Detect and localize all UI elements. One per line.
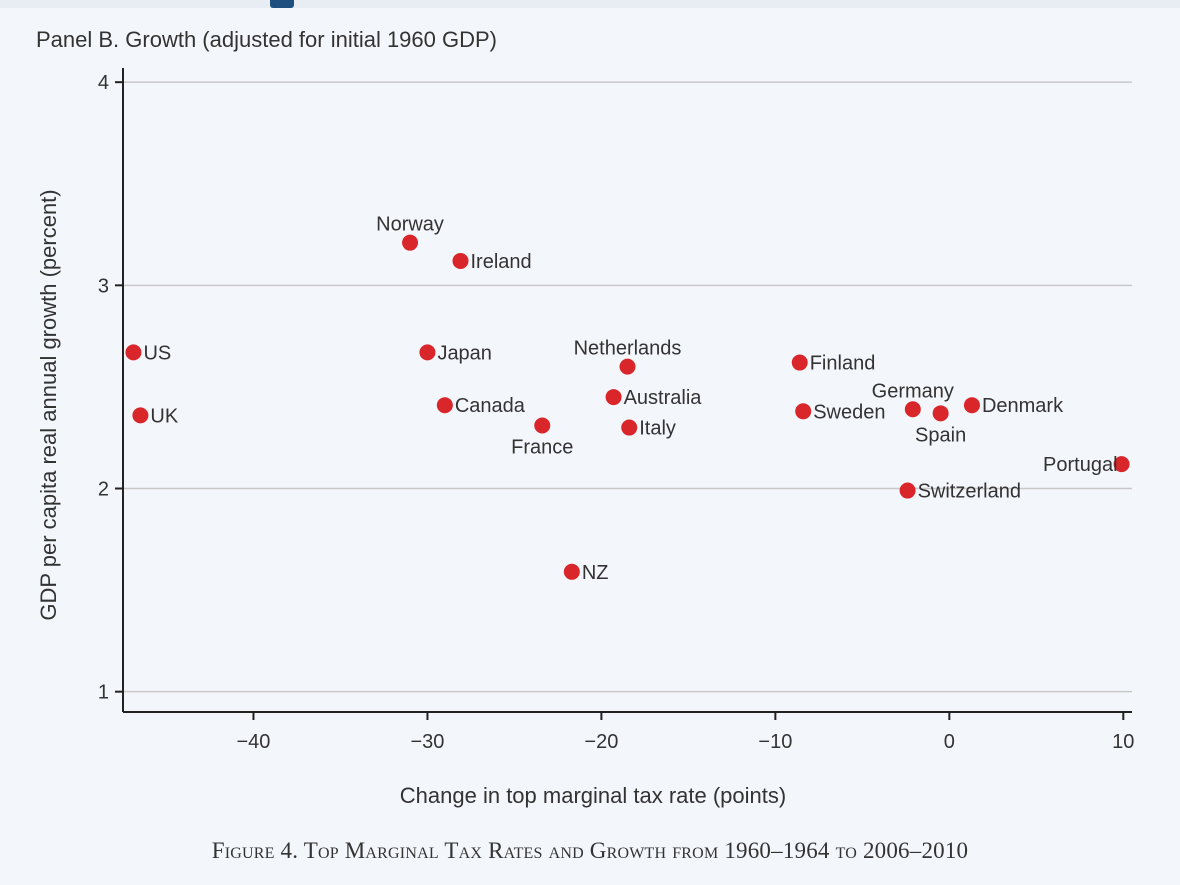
figure-caption: Figure 4. Top Marginal Tax Rates and Gro…	[211, 838, 969, 863]
point-label: France	[511, 437, 573, 459]
data-point	[436, 397, 453, 414]
scatter-chart: 1 2 3 4 −40 −30 −20 −10 0 10 US UK Norway Ireland Jap…	[36, 68, 1135, 808]
grid-layer	[123, 81, 1132, 693]
data-point	[132, 407, 149, 424]
x-axis-label: Change in top marginal tax rate (points)	[400, 783, 786, 808]
data-point	[791, 354, 808, 371]
x-tick-label: −30	[410, 731, 444, 753]
y-tick-label: 1	[98, 682, 109, 704]
data-point	[932, 405, 949, 422]
point-label: Sweden	[813, 401, 885, 423]
top-strip	[0, 0, 1180, 8]
point-label: Ireland	[470, 251, 531, 273]
y-axis-label: GDP per capita real annual growth (perce…	[36, 189, 61, 620]
point-label: Japan	[437, 342, 492, 364]
data-point	[904, 401, 921, 418]
y-tick-label: 3	[98, 275, 109, 297]
point-label: Switzerland	[918, 481, 1021, 503]
point-label: UK	[150, 405, 178, 427]
x-tick-label: −10	[758, 731, 792, 753]
data-point	[621, 419, 638, 436]
point-label: NZ	[582, 562, 609, 584]
x-tick-label: −20	[584, 731, 618, 753]
x-tick-label: −40	[237, 731, 271, 753]
point-label: Italy	[639, 418, 676, 440]
point-label: Norway	[376, 214, 444, 236]
point-label: Portugal	[1043, 454, 1118, 476]
ticks-layer: 1 2 3 4 −40 −30 −20 −10 0 10	[98, 72, 1135, 753]
point-label: US	[143, 342, 171, 364]
point-label: Denmark	[982, 395, 1064, 417]
labels-layer: US UK Norway Ireland Japan Canada France Nether…	[143, 214, 1117, 584]
data-point	[452, 252, 469, 269]
data-point	[795, 403, 812, 420]
axes-layer	[122, 68, 1132, 713]
point-label: Spain	[915, 424, 966, 446]
point-label: Australia	[624, 387, 703, 409]
x-tick-label: 10	[1112, 731, 1134, 753]
points-layer	[125, 234, 1130, 580]
y-tick-label: 2	[98, 479, 109, 501]
point-label: Netherlands	[574, 338, 682, 360]
panel-title: Panel B. Growth (adjusted for initial 19…	[36, 27, 498, 52]
data-point	[605, 389, 622, 406]
point-label: Canada	[455, 395, 526, 417]
point-label: Finland	[810, 353, 876, 375]
data-point	[1113, 456, 1130, 473]
point-label: Germany	[872, 380, 954, 402]
data-point	[619, 358, 636, 375]
data-point	[419, 344, 436, 361]
logo-fragment	[270, 0, 294, 8]
y-tick-label: 4	[98, 72, 109, 94]
data-point	[563, 563, 580, 580]
data-point	[125, 344, 142, 361]
data-point	[534, 417, 551, 434]
x-tick-label: 0	[944, 731, 955, 753]
data-point	[402, 234, 419, 251]
data-point	[899, 482, 916, 499]
data-point	[963, 397, 980, 414]
